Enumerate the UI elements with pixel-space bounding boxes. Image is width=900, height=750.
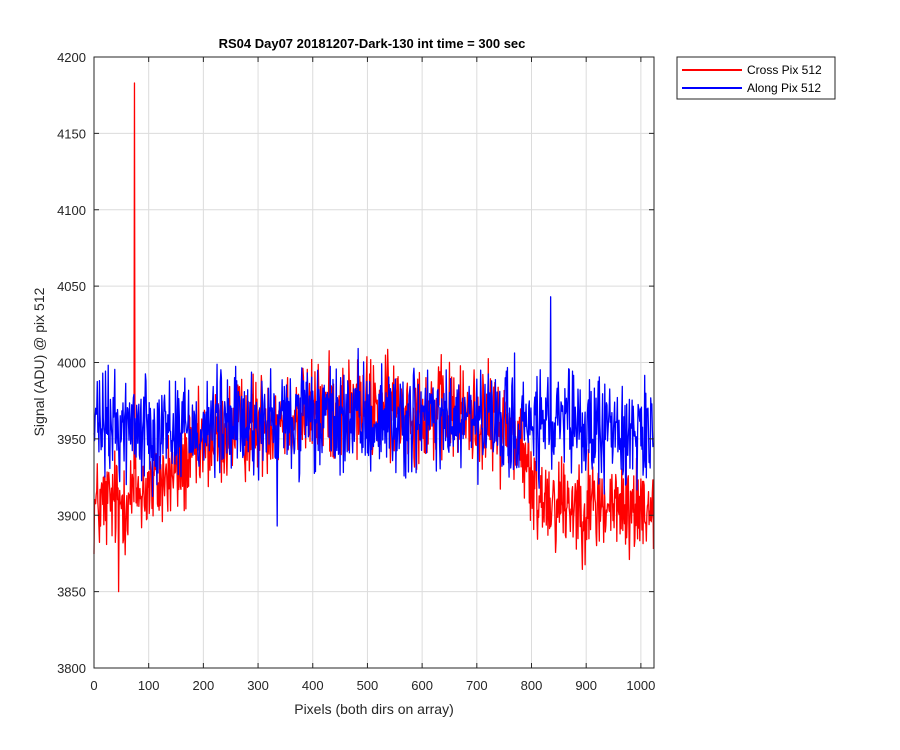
- y-tick-label: 3950: [57, 432, 86, 447]
- x-tick-label: 900: [575, 678, 597, 693]
- y-tick-label: 4100: [57, 203, 86, 218]
- plot-area: [93, 82, 655, 593]
- x-tick-label: 400: [302, 678, 324, 693]
- legend-box: [676, 56, 836, 100]
- x-axis: 0 100 200 300 400 500 600 700 800 900 1000: [90, 57, 655, 693]
- y-tick-label: 4000: [57, 356, 86, 371]
- y-tick-label: 4200: [57, 50, 86, 65]
- x-axis-label: Pixels (both dirs on array): [294, 701, 454, 717]
- x-tick-label: 700: [466, 678, 488, 693]
- x-tick-label: 600: [411, 678, 433, 693]
- x-tick-label: 500: [357, 678, 379, 693]
- x-tick-label: 100: [138, 678, 160, 693]
- chart-title: RS04 Day07 20181207-Dark-130 int time = …: [219, 36, 526, 51]
- x-tick-label: 800: [521, 678, 543, 693]
- x-tick-label: 200: [193, 678, 215, 693]
- legend: Cross Pix 512 Along Pix 512: [676, 56, 836, 100]
- y-tick-label: 3850: [57, 585, 86, 600]
- legend-label-cross: Cross Pix 512: [747, 63, 822, 77]
- series-line-cross-pix-512: [93, 82, 655, 593]
- x-tick-label: 0: [90, 678, 97, 693]
- y-tick-label: 4050: [57, 279, 86, 294]
- legend-label-along: Along Pix 512: [747, 81, 821, 95]
- grid: [94, 57, 654, 668]
- x-tick-label: 300: [247, 678, 269, 693]
- y-tick-label: 4150: [57, 126, 86, 141]
- series-line-along-pix-512: [93, 296, 655, 527]
- y-tick-label: 3800: [57, 661, 86, 676]
- x-tick-label: 1000: [626, 678, 655, 693]
- y-axis: 3800 3850 3900 3950 4000 4050 4100 4150 4200: [57, 50, 654, 676]
- y-tick-label: 3900: [57, 508, 86, 523]
- y-axis-label: Signal (ADU) @ pix 512: [31, 287, 47, 436]
